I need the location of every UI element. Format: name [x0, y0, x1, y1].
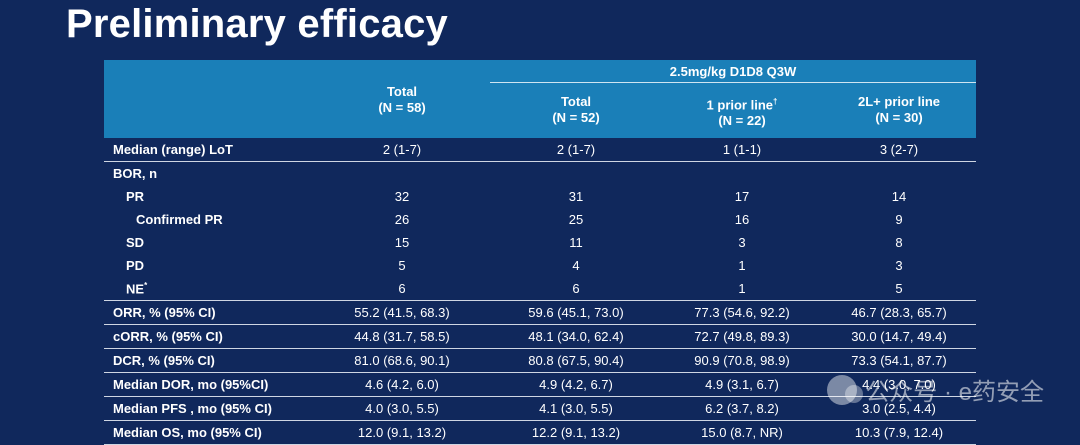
table-row: NE* 6 6 1 5: [104, 277, 976, 301]
cell-prior2: 8: [895, 235, 903, 250]
table-row: PR 32 31 17 14: [104, 185, 976, 208]
cell-prior2: 4.4 (3.0, 7.0): [862, 377, 936, 392]
cell-sub-total: 59.6 (45.1, 73.0): [528, 305, 624, 320]
table-row: cORR, % (95% CI) 44.8 (31.7, 58.5) 48.1 …: [104, 325, 976, 349]
table-row: ORR, % (95% CI) 55.2 (41.5, 68.3) 59.6 (…: [104, 301, 976, 325]
header-group-label: 2.5mg/kg D1D8 Q3W: [669, 64, 797, 79]
header-prior1-n: (N = 22): [718, 113, 766, 129]
table-row: Median OS, mo (95% CI) 12.0 (9.1, 13.2) …: [104, 421, 976, 445]
table-header: Total (N = 58) 2.5mg/kg D1D8 Q3W Total (…: [104, 60, 976, 138]
cell-sub-total: 25: [568, 212, 584, 227]
cell-prior1: 3: [738, 235, 746, 250]
cell-prior1: 1: [738, 258, 746, 273]
cell-sub-total: 6: [572, 281, 580, 296]
cell-total: 55.2 (41.5, 68.3): [354, 305, 450, 320]
cell-prior2: 9: [895, 212, 903, 227]
cell-total: 4.6 (4.2, 6.0): [365, 377, 439, 392]
cell-prior1: 16: [734, 212, 750, 227]
row-label: Median (range) LoT: [113, 142, 233, 157]
cell-prior2: 46.7 (28.3, 65.7): [851, 305, 947, 320]
row-label: BOR, n: [113, 166, 158, 181]
cell-prior1: 1: [738, 281, 746, 296]
header-prior2: 2L+ prior line (N = 30): [822, 94, 976, 126]
cell-sub-total: 4: [572, 258, 580, 273]
table-row: Median DOR, mo (95%CI) 4.6 (4.2, 6.0) 4.…: [104, 373, 976, 397]
cell-prior1: 4.9 (3.1, 6.7): [705, 377, 779, 392]
cell-prior1: 90.9 (70.8, 98.9): [694, 353, 790, 368]
header-prior1-sup: †: [773, 97, 778, 106]
cell-prior2: 5: [895, 281, 903, 296]
cell-prior2: 73.3 (54.1, 87.7): [851, 353, 947, 368]
row-label: PR: [126, 189, 145, 204]
cell-sub-total: 4.1 (3.0, 5.5): [539, 401, 613, 416]
cell-total: 26: [394, 212, 410, 227]
row-label: cORR, % (95% CI): [113, 329, 223, 344]
row-label: PD: [126, 258, 145, 273]
table-row: SD 15 11 3 8: [104, 231, 976, 254]
table-row: Median PFS , mo (95% CI) 4.0 (3.0, 5.5) …: [104, 397, 976, 421]
cell-sub-total: 80.8 (67.5, 90.4): [528, 353, 624, 368]
watermark: 公众号 · e药安全: [827, 372, 1044, 407]
cell-sub-total: 48.1 (34.0, 62.4): [528, 329, 624, 344]
wechat-icon: [827, 374, 864, 405]
watermark-text: 公众号 · e药安全: [865, 379, 1044, 406]
cell-total: 32: [394, 189, 410, 204]
cell-total: 15: [394, 235, 410, 250]
row-label: SD: [126, 235, 145, 250]
cell-sub-total: 11: [569, 235, 583, 250]
row-label: Median PFS , mo (95% CI): [113, 401, 272, 416]
header-total-label: Total: [386, 84, 418, 99]
cell-total: 6: [398, 281, 406, 296]
cell-prior2: 3.0 (2.5, 4.4): [862, 401, 936, 416]
cell-sub-total: 2 (1-7): [556, 142, 596, 157]
header-prior1-label: 1 prior line: [706, 97, 773, 113]
cell-total: 4.0 (3.0, 5.5): [365, 401, 439, 416]
header-total: Total (N = 58): [314, 84, 490, 116]
row-label-sup: *: [144, 280, 148, 290]
header-prior2-label: 2L+ prior line: [858, 94, 940, 109]
header-prior1: 1 prior line† (N = 22): [662, 94, 822, 129]
row-label: NE*: [104, 281, 314, 296]
cell-total: 5: [398, 258, 406, 273]
header-total-n: (N = 58): [378, 100, 426, 115]
header-prior1-label-wrap: 1 prior line†: [662, 94, 822, 113]
cell-prior2: 30.0 (14.7, 49.4): [851, 329, 947, 344]
cell-sub-total: 31: [568, 189, 584, 204]
row-label: Confirmed PR: [136, 212, 223, 227]
row-label-text: NE: [126, 281, 145, 297]
cell-prior1: 6.2 (3.7, 8.2): [705, 401, 779, 416]
table-row: Median (range) LoT 2 (1-7) 2 (1-7) 1 (1-…: [104, 138, 976, 162]
header-sub-total-label: Total: [560, 94, 592, 109]
cell-total: 81.0 (68.6, 90.1): [354, 353, 450, 368]
row-label: DCR, % (95% CI): [113, 353, 215, 368]
header-sub-total: Total (N = 52): [490, 94, 662, 126]
cell-total: 44.8 (31.7, 58.5): [354, 329, 450, 344]
row-label: ORR, % (95% CI): [113, 305, 216, 320]
header-prior2-n: (N = 30): [875, 110, 923, 125]
table-row: DCR, % (95% CI) 81.0 (68.6, 90.1) 80.8 (…: [104, 349, 976, 373]
table-row: BOR, n: [104, 162, 976, 185]
cell-prior2: 3: [895, 258, 903, 273]
cell-prior1: 77.3 (54.6, 92.2): [694, 305, 790, 320]
cell-prior1: 1 (1-1): [722, 142, 762, 157]
page-title: Preliminary efficacy: [66, 2, 448, 46]
cell-prior2: 14: [891, 189, 907, 204]
cell-prior1: 72.7 (49.8, 89.3): [694, 329, 790, 344]
cell-total: 2 (1-7): [382, 142, 422, 157]
header-divider: [490, 82, 976, 83]
row-label: Median DOR, mo (95%CI): [113, 377, 269, 392]
cell-sub-total: 4.9 (4.2, 6.7): [539, 377, 613, 392]
header-sub-total-n: (N = 52): [552, 110, 600, 125]
table-row: PD 5 4 1 3: [104, 254, 976, 277]
cell-prior1: 17: [734, 189, 750, 204]
table-row: Confirmed PR 26 25 16 9: [104, 208, 976, 231]
cell-prior2: 3 (2-7): [879, 142, 919, 157]
